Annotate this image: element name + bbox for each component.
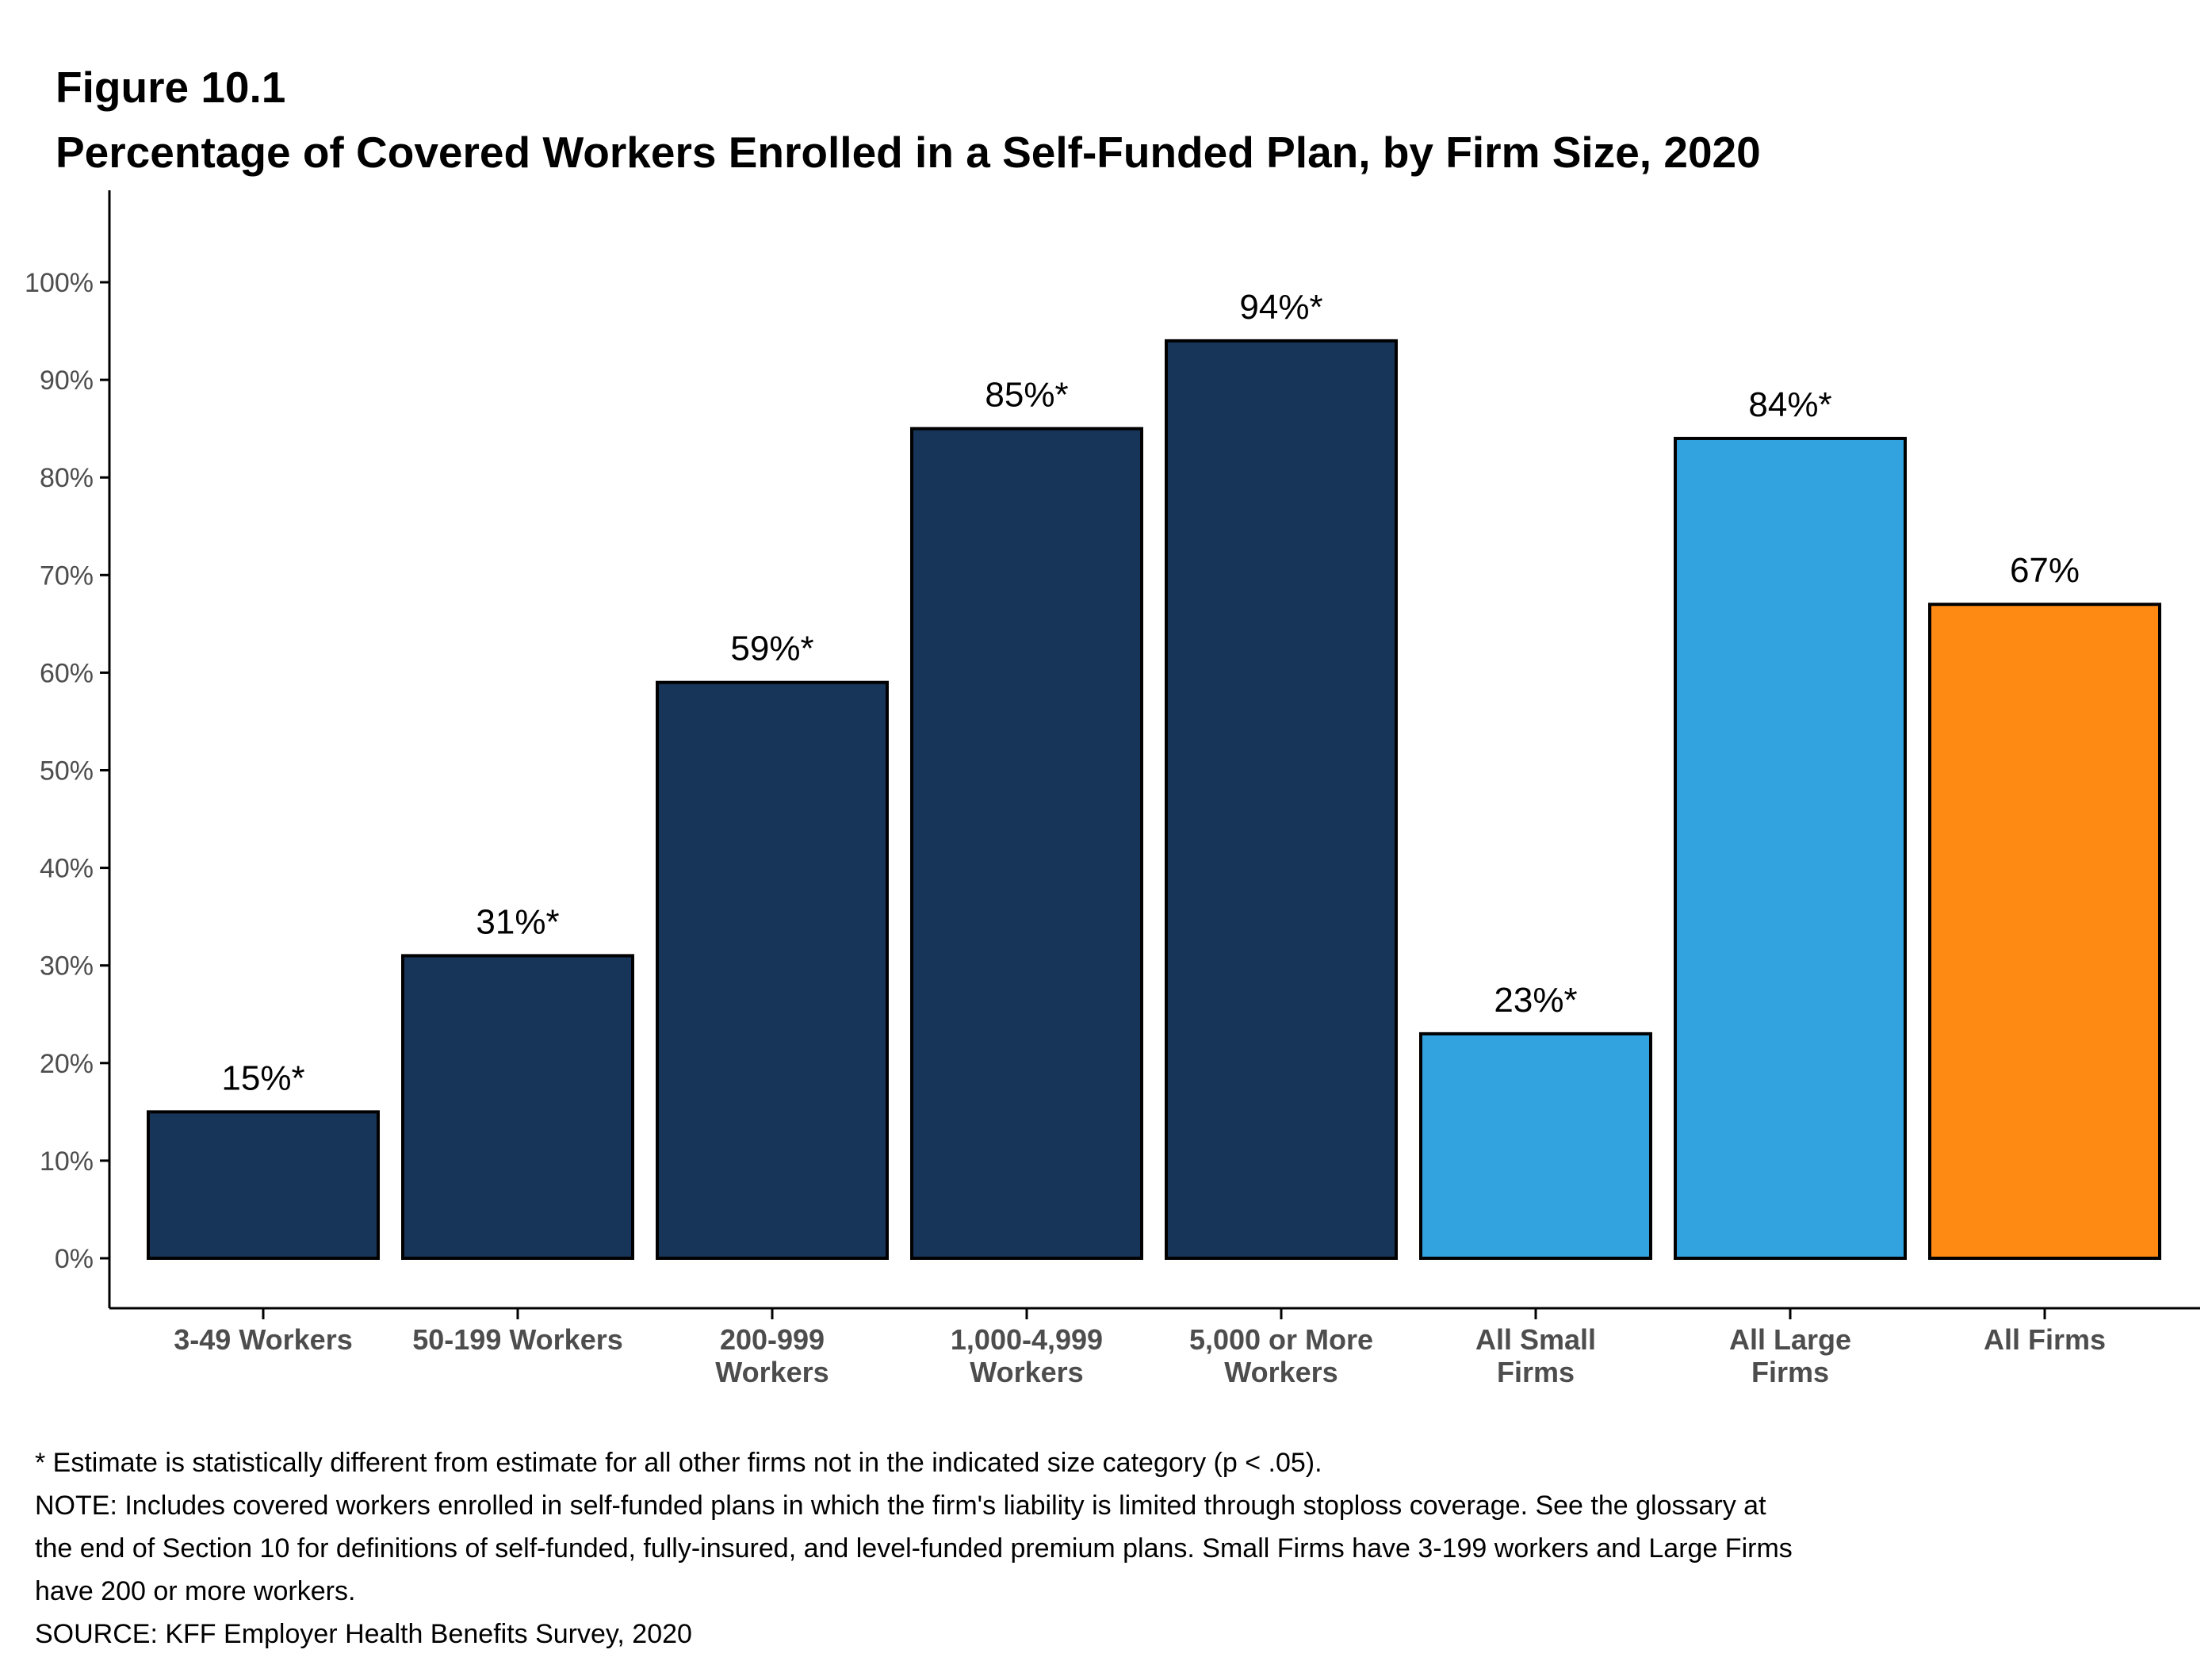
x-category-label: 200-999 Workers	[715, 1323, 829, 1388]
x-category-label: 50-199 Workers	[412, 1323, 623, 1356]
y-tick-label: 20%	[40, 1049, 94, 1079]
y-tick-label: 50%	[40, 756, 94, 787]
data-label: 31%*	[476, 902, 559, 941]
y-tick-label: 30%	[40, 951, 94, 982]
x-category-label: All Firms	[1984, 1323, 2106, 1356]
footnote-note-line-3: have 200 or more workers.	[35, 1576, 356, 1606]
y-tick-label: 60%	[40, 658, 94, 688]
data-label: 15%*	[221, 1058, 304, 1097]
y-tick-label: 70%	[40, 561, 94, 591]
y-tick-label: 100%	[25, 268, 94, 298]
footnotes: * Estimate is statistically different fr…	[35, 1441, 1793, 1655]
x-category-label: 1,000-4,999 Workers	[951, 1323, 1103, 1388]
bar	[401, 954, 634, 1260]
x-category-label: 3-49 Workers	[174, 1323, 352, 1356]
bar	[1419, 1032, 1652, 1260]
footnote-significance: * Estimate is statistically different fr…	[35, 1448, 1322, 1478]
x-category-label: All Small Firms	[1475, 1323, 1596, 1388]
data-label: 94%*	[1239, 288, 1322, 327]
chart-title: Percentage of Covered Workers Enrolled i…	[55, 128, 1761, 177]
y-tick-label: 10%	[40, 1146, 94, 1177]
bar-chart: 0% 10% 20% 30% 40% 50% 60% 70% 80% 90% 100% 15%* 3-4…	[25, 190, 2200, 1388]
y-tick-label: 90%	[40, 366, 94, 396]
data-label: 85%*	[985, 376, 1068, 415]
data-label: 67%	[2010, 551, 2080, 590]
y-tick-label: 40%	[40, 854, 94, 884]
figure-label: Figure 10.1	[55, 63, 286, 112]
bar	[910, 427, 1143, 1260]
y-tick-label: 0%	[55, 1244, 94, 1274]
bar	[1674, 436, 1907, 1261]
data-label: 84%*	[1748, 385, 1831, 424]
bar	[656, 680, 889, 1260]
bar	[147, 1110, 380, 1260]
footnote-note-line-1: NOTE: Includes covered workers enrolled …	[35, 1491, 1766, 1521]
bar	[1165, 339, 1398, 1260]
footnote-note-line-2: the end of Section 10 for definitions of…	[35, 1533, 1793, 1564]
bar	[1928, 603, 2161, 1260]
x-category-label: 5,000 or More Workers	[1189, 1323, 1373, 1388]
y-tick-label: 80%	[40, 463, 94, 493]
data-label: 23%*	[1494, 981, 1577, 1020]
data-label: 59%*	[730, 630, 813, 668]
x-category-label: All Large Firms	[1729, 1323, 1851, 1388]
footnote-source: SOURCE: KFF Employer Health Benefits Sur…	[35, 1619, 692, 1649]
